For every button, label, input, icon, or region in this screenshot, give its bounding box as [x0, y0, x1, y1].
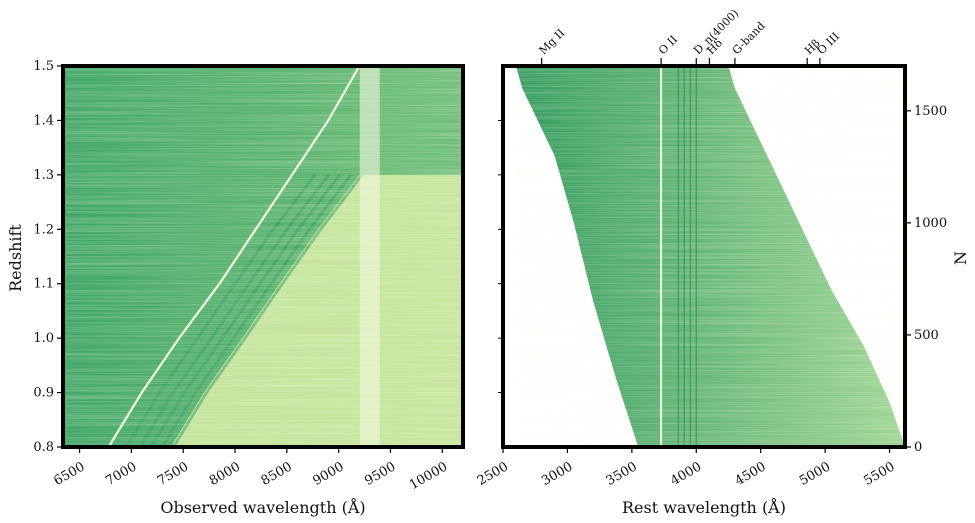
spectral-line-label: O II: [656, 33, 680, 57]
y-tick-label: 1.4: [33, 113, 54, 128]
y-tick-label: 1500: [914, 104, 947, 119]
y-tick-label: 1.2: [33, 222, 54, 237]
x-tick-label: 8000: [207, 459, 243, 489]
x-tick-label: 3000: [539, 459, 575, 489]
heatmap-noise: [63, 66, 463, 447]
x-tick-label: 3500: [604, 459, 640, 489]
x-tick-label: 7500: [155, 459, 191, 489]
y-tick-label: 1.3: [33, 168, 54, 183]
plot-frame-right: [501, 64, 907, 449]
x-tick-label: 7000: [103, 459, 139, 489]
y-tick-label: 0.8: [33, 440, 54, 455]
spectral-line-labels: Mg II O II D_n(4000)Hδ G-band HβO III: [537, 7, 842, 66]
spectral-line-label: G-band: [730, 19, 768, 57]
x-tick-label: 9500: [362, 459, 398, 489]
x-tick-label: 8500: [259, 459, 295, 489]
y-axis-title-right: N: [951, 251, 970, 265]
heatmap-rest: [515, 66, 905, 447]
heatmap-observed: [63, 66, 463, 447]
y-axis-ticks-right: 0 500 1000 1500: [905, 104, 947, 455]
y-tick-label: 1.5: [33, 59, 54, 74]
y-tick-label: 1.0: [33, 331, 54, 346]
y-axis-ticks-left: 0.8 0.9 1.0 1.1 1.2 1.3 1.4 1.5: [33, 59, 63, 455]
x-axis-title-left: Observed wavelength (Å): [160, 497, 365, 517]
y-tick-label: 0.9: [33, 386, 54, 401]
sky-line-band: [359, 66, 380, 447]
spectral-line-label: Mg II: [537, 26, 568, 57]
x-tick-label: 4500: [733, 459, 769, 489]
plot-frame-left: [61, 64, 465, 449]
panel-rest-wavelength: 2500 3000 3500 4000 4500 5000 5500 0 500 1000 150…: [475, 7, 970, 517]
x-tick-label: 4000: [668, 459, 704, 489]
spectral-line-columns: [660, 66, 697, 447]
x-tick-label: 9000: [310, 459, 346, 489]
x-axis-title-right: Rest wavelength (Å): [622, 497, 786, 517]
y-axis-title-left: Redshift: [6, 224, 25, 292]
y-tick-label: 1.1: [33, 277, 54, 292]
x-tick-label: 5500: [861, 459, 897, 489]
x-tick-label: 10000: [407, 459, 450, 493]
heatmap-noise-right: [515, 66, 905, 447]
panel-observed-wavelength: 6500 7000 7500 8000 8500 9000 9500 10000 0.8 0.9…: [6, 59, 465, 517]
y-tick-label: 500: [914, 328, 939, 343]
x-axis-ticks-left: 6500 7000 7500 8000 8500 9000 9500 10000: [51, 447, 450, 493]
y-tick-label: 1000: [914, 216, 947, 231]
x-tick-label: 2500: [475, 459, 511, 489]
x-tick-label: 6500: [51, 459, 87, 489]
x-tick-label: 5000: [797, 459, 833, 489]
y-tick-label: 0: [914, 440, 922, 455]
spectral-line-label: O III: [815, 30, 842, 57]
emission-ridge-line: [107, 66, 361, 447]
